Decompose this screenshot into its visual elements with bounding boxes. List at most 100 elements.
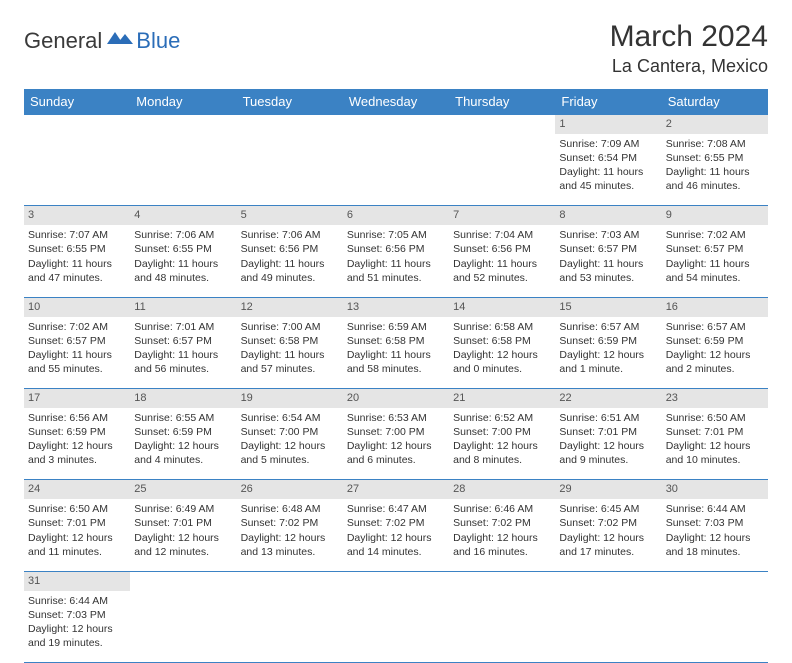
cell-line-sunset: Sunset: 6:56 PM [453, 242, 551, 256]
cell-line-sunset: Sunset: 6:58 PM [241, 334, 339, 348]
day-content-row: Sunrise: 7:02 AMSunset: 6:57 PMDaylight:… [24, 317, 768, 389]
cell-line-sunrise: Sunrise: 7:02 AM [666, 228, 764, 242]
day-number-cell [24, 115, 130, 134]
cell-line-sunrise: Sunrise: 6:52 AM [453, 411, 551, 425]
weekday-header: Thursday [449, 89, 555, 115]
day-number-cell: 29 [555, 480, 661, 499]
day-number-cell: 14 [449, 297, 555, 316]
cell-line-day2: and 53 minutes. [559, 271, 657, 285]
day-content-cell: Sunrise: 6:46 AMSunset: 7:02 PMDaylight:… [449, 499, 555, 571]
cell-line-day2: and 3 minutes. [28, 453, 126, 467]
cell-line-sunset: Sunset: 6:59 PM [666, 334, 764, 348]
day-content-cell: Sunrise: 7:03 AMSunset: 6:57 PMDaylight:… [555, 225, 661, 297]
cell-line-day1: Daylight: 11 hours [347, 348, 445, 362]
day-number-cell [343, 571, 449, 590]
day-number-cell: 25 [130, 480, 236, 499]
cell-line-sunrise: Sunrise: 6:44 AM [28, 594, 126, 608]
day-content-cell: Sunrise: 6:50 AMSunset: 7:01 PMDaylight:… [662, 408, 768, 480]
weekday-header: Monday [130, 89, 236, 115]
cell-line-day1: Daylight: 12 hours [559, 439, 657, 453]
day-content-cell: Sunrise: 6:56 AMSunset: 6:59 PMDaylight:… [24, 408, 130, 480]
cell-line-day2: and 49 minutes. [241, 271, 339, 285]
cell-line-sunset: Sunset: 7:01 PM [28, 516, 126, 530]
day-number-cell: 17 [24, 389, 130, 408]
cell-line-day1: Daylight: 12 hours [347, 439, 445, 453]
logo: General Blue [24, 28, 180, 54]
logo-flag-icon [107, 30, 133, 46]
cell-line-sunrise: Sunrise: 6:53 AM [347, 411, 445, 425]
day-content-cell [343, 591, 449, 663]
cell-line-sunrise: Sunrise: 7:08 AM [666, 137, 764, 151]
cell-line-day1: Daylight: 12 hours [666, 439, 764, 453]
cell-line-day1: Daylight: 11 hours [28, 257, 126, 271]
day-number-cell [555, 571, 661, 590]
day-number-row: 24252627282930 [24, 480, 768, 499]
cell-line-sunset: Sunset: 7:00 PM [241, 425, 339, 439]
cell-line-sunrise: Sunrise: 7:04 AM [453, 228, 551, 242]
weekday-header: Tuesday [237, 89, 343, 115]
cell-line-sunset: Sunset: 7:02 PM [559, 516, 657, 530]
cell-line-day2: and 45 minutes. [559, 179, 657, 193]
cell-line-day1: Daylight: 12 hours [134, 439, 232, 453]
day-number-cell [130, 115, 236, 134]
cell-line-day1: Daylight: 12 hours [241, 531, 339, 545]
day-number-cell [662, 571, 768, 590]
day-number-row: 10111213141516 [24, 297, 768, 316]
cell-line-sunset: Sunset: 6:57 PM [666, 242, 764, 256]
cell-line-day1: Daylight: 12 hours [666, 348, 764, 362]
location: La Cantera, Mexico [610, 56, 768, 77]
cell-line-day2: and 17 minutes. [559, 545, 657, 559]
cell-line-day2: and 12 minutes. [134, 545, 232, 559]
logo-text-general: General [24, 28, 102, 54]
day-number-cell: 18 [130, 389, 236, 408]
day-number-cell: 20 [343, 389, 449, 408]
day-number-cell: 1 [555, 115, 661, 134]
cell-line-day1: Daylight: 11 hours [241, 257, 339, 271]
day-content-cell: Sunrise: 6:59 AMSunset: 6:58 PMDaylight:… [343, 317, 449, 389]
day-number-cell: 22 [555, 389, 661, 408]
cell-line-sunrise: Sunrise: 6:44 AM [666, 502, 764, 516]
day-number-cell: 19 [237, 389, 343, 408]
cell-line-day2: and 5 minutes. [241, 453, 339, 467]
cell-line-sunrise: Sunrise: 6:51 AM [559, 411, 657, 425]
cell-line-day2: and 0 minutes. [453, 362, 551, 376]
day-content-cell: Sunrise: 7:02 AMSunset: 6:57 PMDaylight:… [24, 317, 130, 389]
day-number-cell: 3 [24, 206, 130, 225]
day-number-cell: 28 [449, 480, 555, 499]
cell-line-day1: Daylight: 11 hours [28, 348, 126, 362]
cell-line-day2: and 58 minutes. [347, 362, 445, 376]
day-content-cell [662, 591, 768, 663]
day-content-cell: Sunrise: 6:51 AMSunset: 7:01 PMDaylight:… [555, 408, 661, 480]
month-title: March 2024 [610, 20, 768, 54]
cell-line-day2: and 10 minutes. [666, 453, 764, 467]
cell-line-day1: Daylight: 12 hours [453, 531, 551, 545]
cell-line-sunset: Sunset: 7:02 PM [347, 516, 445, 530]
day-number-cell [130, 571, 236, 590]
day-number-cell: 6 [343, 206, 449, 225]
day-number-row: 3456789 [24, 206, 768, 225]
cell-line-sunset: Sunset: 6:55 PM [28, 242, 126, 256]
cell-line-sunrise: Sunrise: 7:03 AM [559, 228, 657, 242]
day-number-cell: 24 [24, 480, 130, 499]
day-number-cell: 31 [24, 571, 130, 590]
cell-line-sunset: Sunset: 7:02 PM [241, 516, 339, 530]
cell-line-day2: and 9 minutes. [559, 453, 657, 467]
day-content-cell [449, 134, 555, 206]
day-content-cell: Sunrise: 6:55 AMSunset: 6:59 PMDaylight:… [130, 408, 236, 480]
day-number-cell: 16 [662, 297, 768, 316]
cell-line-sunrise: Sunrise: 6:55 AM [134, 411, 232, 425]
day-content-cell [24, 134, 130, 206]
cell-line-day2: and 19 minutes. [28, 636, 126, 650]
cell-line-day1: Daylight: 11 hours [559, 165, 657, 179]
day-number-cell: 7 [449, 206, 555, 225]
day-number-cell: 30 [662, 480, 768, 499]
cell-line-sunrise: Sunrise: 7:06 AM [134, 228, 232, 242]
calendar-table: SundayMondayTuesdayWednesdayThursdayFrid… [24, 89, 768, 663]
day-content-cell: Sunrise: 6:57 AMSunset: 6:59 PMDaylight:… [555, 317, 661, 389]
cell-line-day1: Daylight: 12 hours [559, 348, 657, 362]
cell-line-sunrise: Sunrise: 6:54 AM [241, 411, 339, 425]
cell-line-day1: Daylight: 11 hours [134, 257, 232, 271]
cell-line-day1: Daylight: 12 hours [559, 531, 657, 545]
cell-line-sunrise: Sunrise: 7:02 AM [28, 320, 126, 334]
cell-line-day2: and 2 minutes. [666, 362, 764, 376]
